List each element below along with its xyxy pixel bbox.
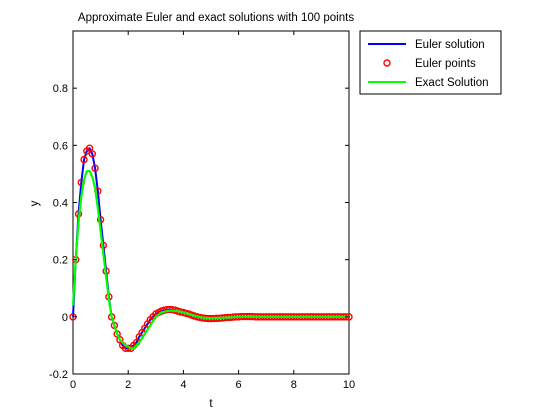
y-tick-label: 0.2 — [53, 255, 68, 267]
x-tick-label: 2 — [125, 379, 131, 391]
y-tick-label: 0.8 — [53, 83, 68, 95]
y-tick-layer: -0.2 0 0.2 0.4 0.6 0.8 — [49, 83, 349, 381]
series-layer — [69, 144, 353, 352]
y-tick-label: 0.6 — [53, 140, 68, 152]
x-axis-label: t — [209, 398, 213, 410]
x-tick-label: 8 — [291, 379, 297, 391]
y-tick-label: 0 — [62, 312, 68, 324]
data-point — [85, 144, 94, 152]
chart-title: Approximate Euler and exact solutions wi… — [78, 12, 354, 24]
x-tick-layer: 0 2 4 6 8 10 — [70, 31, 355, 391]
legend: Euler solution Euler points Exact Solution — [359, 30, 502, 95]
series-line-exact-solution — [71, 169, 349, 350]
y-tick-label: -0.2 — [49, 369, 68, 381]
x-tick-label: 0 — [70, 379, 76, 391]
legend-label: Euler solution — [415, 39, 485, 51]
x-tick-label: 6 — [236, 379, 242, 391]
x-tick-label: 10 — [343, 379, 355, 391]
legend-label: Euler points — [415, 58, 476, 70]
data-point — [88, 150, 97, 158]
y-axis-label: y — [29, 200, 41, 206]
plot-area: 0 2 4 6 8 10 -0.200.20.40.60.8 — [49, 30, 355, 391]
x-tick-label: 4 — [180, 379, 186, 391]
data-point — [80, 155, 88, 164]
legend-label: Exact Solution — [415, 77, 489, 89]
y-tick-label: 0.4 — [53, 198, 68, 210]
data-point — [91, 164, 99, 172]
data-point — [116, 336, 124, 344]
legend-swatch-marker — [383, 59, 391, 67]
